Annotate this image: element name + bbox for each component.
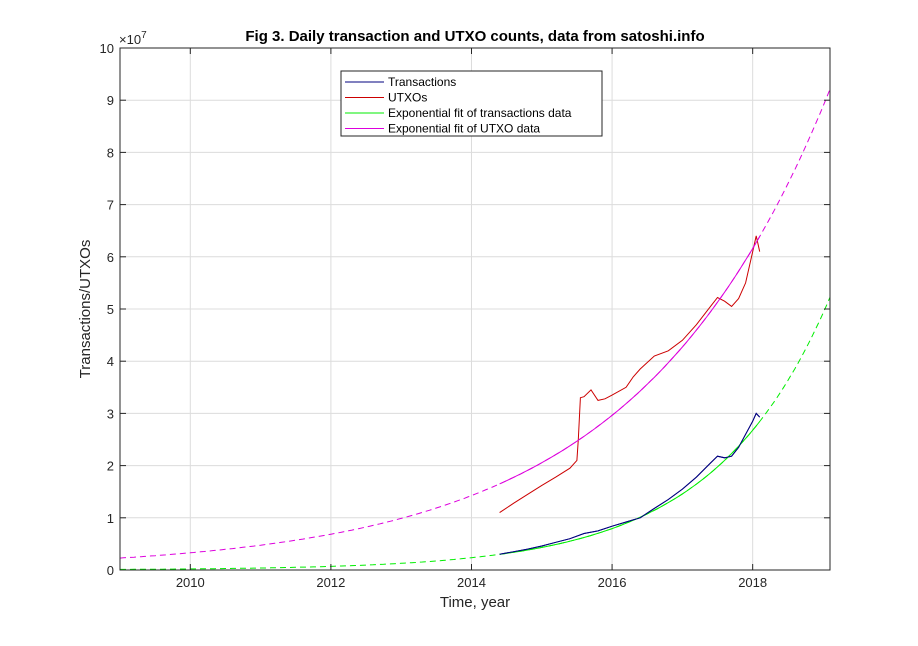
y-tick-label: 0 [107,563,114,578]
ticks: 2010 2012 2014 2016 2018 0 1 2 3 4 5 6 7 8 9 10 [100,41,830,590]
y-tick-label: 8 [107,145,114,160]
y-exponent-base: ×10 [119,32,141,47]
series-layer [120,88,830,570]
y-tick-label: 9 [107,93,114,108]
x-axis-label: Time, year [440,594,510,611]
x-tick-label: 2018 [738,575,767,590]
y-tick-label: 6 [107,250,114,265]
series-line-solid-3 [499,236,761,485]
legend-label: Exponential fit of transactions data [388,106,572,120]
series-line-transactions-top [499,412,761,555]
series-line-1 [499,235,761,514]
series-line-3 [120,88,830,559]
y-tick-label: 7 [107,198,114,213]
x-tick-label: 2014 [457,575,486,590]
y-exponent-power: 7 [141,30,147,41]
y-tick-label: 10 [100,41,114,56]
y-tick-label: 2 [107,459,114,474]
y-tick-label: 3 [107,406,114,421]
y-tick-label: 1 [107,511,114,526]
y-exponent-label: ×107 [119,30,147,47]
x-tick-label: 2012 [316,575,345,590]
x-tick-label: 2010 [176,575,205,590]
chart-title: Fig 3. Daily transaction and UTXO counts… [245,28,704,45]
legend-box [340,70,603,137]
x-tick-label: 2016 [598,575,627,590]
series-clip-group [120,88,830,570]
y-tick-label: 4 [107,354,114,369]
y-tick-label: 5 [107,302,114,317]
y-axis-label: Transactions/UTXOs [77,240,94,379]
series-line-solid-2 [499,421,761,555]
legend-label: Transactions [388,75,456,89]
legend-label: Exponential fit of UTXO data [388,122,540,136]
legend-label: UTXOs [388,91,427,105]
